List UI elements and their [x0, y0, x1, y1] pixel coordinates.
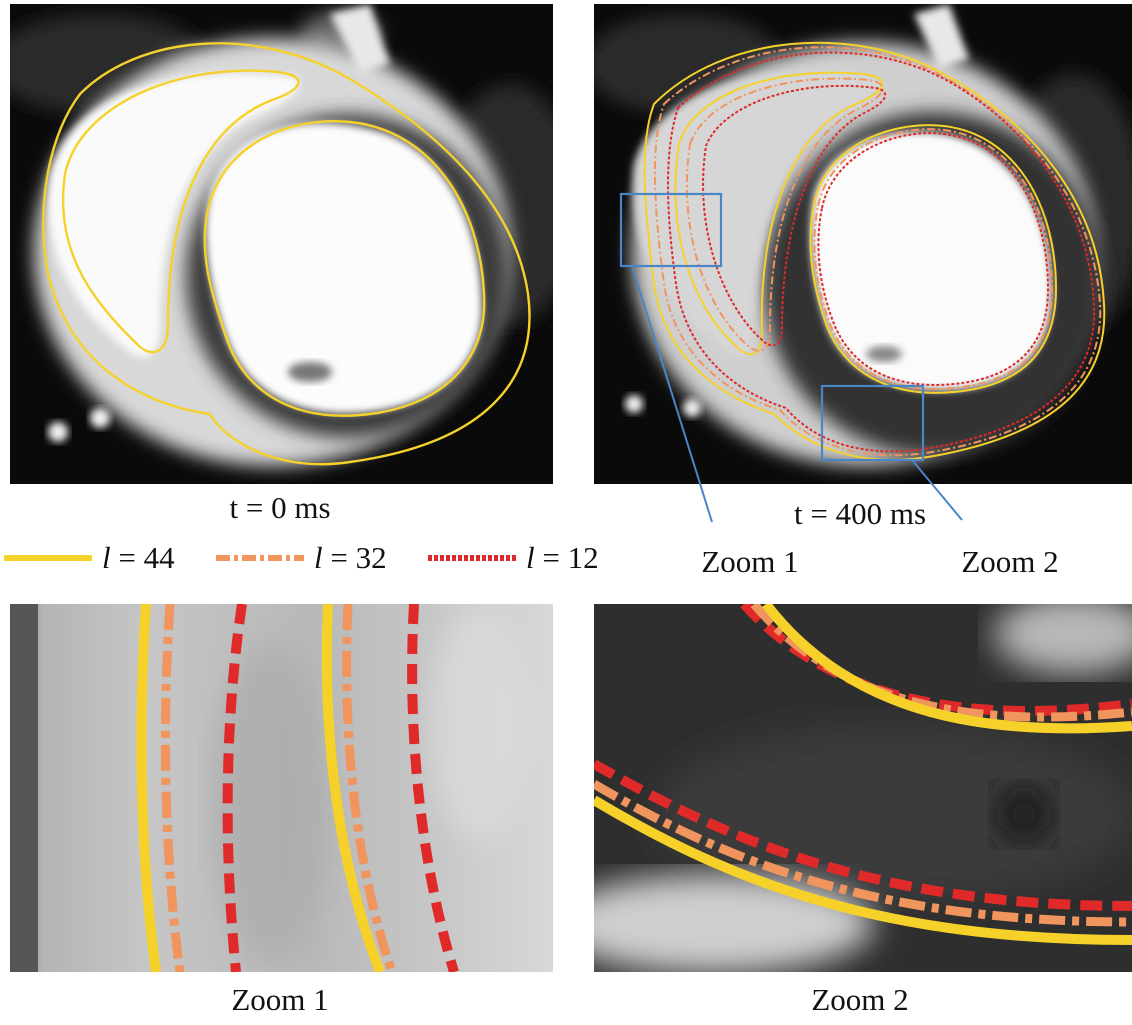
mri-frame-t400	[594, 4, 1132, 484]
zoom-2-panel	[594, 604, 1132, 972]
rv-endo-contour	[61, 69, 300, 354]
lv-endo-contour	[203, 120, 486, 417]
caption-t400: t = 400 ms	[793, 496, 927, 531]
caption-zoom2: Zoom 2	[811, 982, 909, 1017]
legend-item-l32: l = 32	[216, 540, 387, 576]
caption-zoom2-label: Zoom 2	[961, 544, 1059, 579]
legend-label-l44: l = 44	[102, 540, 175, 575]
caption-zoom1-label: Zoom 1	[701, 544, 799, 579]
legend-item-l12: l = 12	[428, 540, 599, 576]
legend-item-l44: l = 44	[4, 540, 175, 576]
mri-frame-t0-image	[10, 4, 553, 484]
legend-solid-line-icon	[4, 555, 92, 561]
zoom-2-image	[594, 604, 1132, 972]
legend-label-l12: l = 12	[526, 540, 599, 575]
caption-t0: t = 0 ms	[229, 490, 331, 525]
mri-frame-t400-image	[594, 4, 1132, 484]
legend-label-l32: l = 32	[314, 540, 387, 575]
legend-dotted-line-icon	[428, 555, 516, 561]
legend-dashdot-line-icon	[216, 555, 304, 561]
mri-frame-t0	[10, 4, 553, 484]
zoom-1-image	[10, 604, 553, 972]
zoom-1-panel	[10, 604, 553, 972]
epicardial-contour	[42, 42, 531, 466]
caption-zoom1: Zoom 1	[231, 982, 329, 1017]
zoom-2-box	[820, 384, 925, 462]
